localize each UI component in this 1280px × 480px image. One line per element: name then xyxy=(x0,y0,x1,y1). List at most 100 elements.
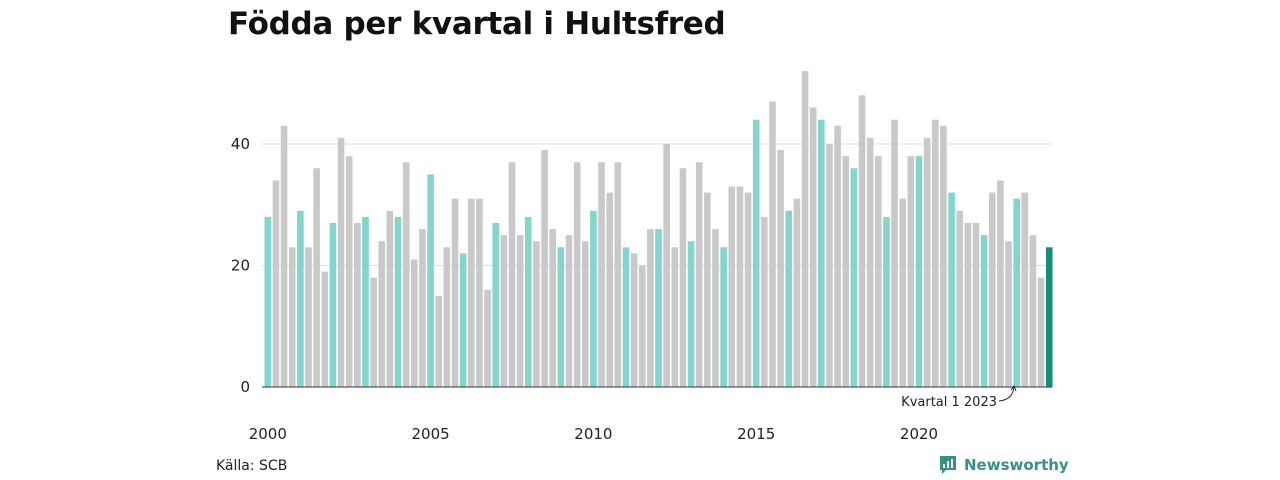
bar xyxy=(1029,235,1037,388)
bar xyxy=(500,235,508,388)
bar xyxy=(809,107,817,388)
x-tick-label: 2010 xyxy=(574,425,612,443)
x-tick-label: 2020 xyxy=(900,425,938,443)
bar xyxy=(818,119,825,387)
annotation-arrow xyxy=(998,386,1015,402)
bar xyxy=(614,162,622,387)
bar xyxy=(516,235,524,388)
bar xyxy=(622,247,630,387)
bar xyxy=(280,125,288,388)
bar xyxy=(533,241,540,387)
bar xyxy=(980,235,988,388)
bar xyxy=(468,198,475,387)
bar xyxy=(411,259,418,388)
brand-logo: Newsworthy xyxy=(938,455,1069,475)
bar xyxy=(663,144,670,387)
bar xyxy=(419,229,426,387)
bar xyxy=(785,210,793,387)
bar xyxy=(647,229,654,387)
bar xyxy=(272,180,280,387)
bar xyxy=(402,162,410,387)
bar xyxy=(655,229,662,387)
x-tick-label: 2015 xyxy=(737,425,775,443)
bar xyxy=(590,210,597,387)
y-tick-label: 20 xyxy=(231,257,250,275)
bar xyxy=(606,192,613,387)
bar xyxy=(321,271,329,387)
bar xyxy=(329,222,337,387)
x-tick-label: 2000 xyxy=(249,425,287,443)
bar xyxy=(761,216,768,387)
bar xyxy=(1045,247,1053,387)
bar xyxy=(549,229,556,387)
y-tick-label: 0 xyxy=(240,378,250,396)
bar xyxy=(671,247,679,387)
annotation-label: Kvartal 1 2023 xyxy=(901,395,997,410)
bar xyxy=(679,168,687,387)
bar xyxy=(476,198,483,387)
chart-title: Födda per kvartal i Hultsfred xyxy=(228,6,726,42)
bar xyxy=(736,186,744,387)
bar xyxy=(931,119,939,387)
bar xyxy=(891,119,898,387)
bar xyxy=(337,137,345,387)
bar xyxy=(370,277,377,387)
bar xyxy=(695,162,703,387)
bar xyxy=(345,156,353,387)
bar xyxy=(850,168,858,387)
bar xyxy=(1037,277,1045,387)
annotation: Kvartal 1 2023 xyxy=(901,384,1017,410)
bar xyxy=(565,235,573,388)
bars xyxy=(264,71,1053,388)
y-tick-label: 40 xyxy=(231,135,250,153)
bar xyxy=(907,156,915,387)
bar xyxy=(923,137,931,387)
bar xyxy=(451,198,459,387)
bar xyxy=(386,210,394,387)
bar xyxy=(313,168,320,387)
bar xyxy=(988,192,996,387)
bar xyxy=(915,156,923,387)
bar xyxy=(354,222,361,387)
bar xyxy=(1005,241,1012,387)
bar xyxy=(834,125,841,388)
bar xyxy=(305,247,312,387)
bar xyxy=(524,216,532,387)
bar xyxy=(687,241,695,387)
bar xyxy=(801,71,809,387)
bar xyxy=(728,186,736,387)
bar xyxy=(581,241,589,387)
bar xyxy=(875,156,882,387)
bar xyxy=(777,150,784,387)
bar xyxy=(394,216,402,387)
bar xyxy=(508,162,516,387)
bar xyxy=(826,144,833,387)
bar xyxy=(264,216,272,387)
bar xyxy=(712,229,719,387)
bar xyxy=(573,162,581,387)
bar xyxy=(704,192,711,387)
x-tick-label: 2005 xyxy=(412,425,450,443)
newsworthy-logo-icon xyxy=(940,456,956,474)
bar xyxy=(435,295,443,388)
bar xyxy=(842,156,850,387)
bar xyxy=(752,119,760,387)
bar xyxy=(598,162,605,387)
bar xyxy=(997,180,1004,387)
bar xyxy=(972,222,980,387)
bar xyxy=(557,247,565,387)
bar xyxy=(793,198,801,387)
bar xyxy=(288,247,296,387)
bar xyxy=(541,150,548,387)
bar xyxy=(459,253,467,387)
bar xyxy=(492,222,500,387)
bar xyxy=(378,241,386,387)
bar xyxy=(744,192,752,387)
bar xyxy=(899,198,907,387)
bar xyxy=(1013,198,1020,387)
annotation-arrowhead xyxy=(1010,384,1017,392)
bar xyxy=(362,216,369,387)
bar xyxy=(956,210,963,387)
bar xyxy=(866,137,874,387)
